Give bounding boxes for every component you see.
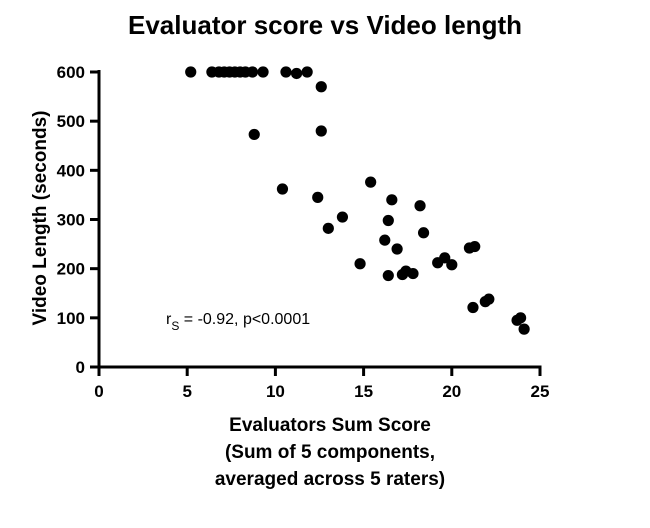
annotation-subscript: S <box>171 319 179 333</box>
x-axis-label: Evaluators Sum Score (Sum of 5 component… <box>130 412 530 493</box>
data-point <box>382 214 394 227</box>
data-point <box>315 81 327 93</box>
x-axis-label-line-2: (Sum of 5 components, <box>224 442 436 463</box>
data-point <box>322 222 334 234</box>
data-point <box>290 67 303 80</box>
y-tick-label: 300 <box>57 211 85 230</box>
data-point <box>382 269 394 282</box>
data-point <box>315 125 327 137</box>
x-tick-label: 0 <box>94 382 103 401</box>
x-axis-label-line-3: averaged across 5 raters) <box>214 469 446 490</box>
correlation-annotation: rS = -0.92, p<0.0001 <box>166 311 310 333</box>
data-point <box>379 234 391 246</box>
data-points <box>185 66 530 335</box>
data-point <box>518 323 530 335</box>
x-axis-label-line-1: Evaluators Sum Score <box>229 415 431 436</box>
data-point <box>407 267 419 280</box>
data-point <box>248 128 260 141</box>
data-point <box>483 293 495 305</box>
axes <box>90 70 542 376</box>
y-axis-label: Video Length (seconds) <box>30 110 51 325</box>
y-tick-label: 100 <box>57 309 85 328</box>
data-point <box>257 66 269 78</box>
data-point <box>354 258 366 270</box>
y-tick-label: 400 <box>57 161 85 180</box>
data-point <box>185 66 197 78</box>
data-point <box>365 176 377 188</box>
data-point <box>301 66 313 78</box>
y-tick-label: 0 <box>76 358 85 377</box>
annotation-text: = -0.92, p<0.0001 <box>179 311 310 328</box>
data-point <box>386 194 398 206</box>
annotation-r: r <box>166 311 172 328</box>
x-tick-label: 15 <box>354 382 373 401</box>
data-point <box>469 240 481 253</box>
data-point <box>336 211 349 223</box>
data-point <box>414 200 426 212</box>
data-point <box>439 252 451 264</box>
data-point <box>467 301 479 314</box>
data-point <box>280 66 292 78</box>
data-point <box>417 227 430 239</box>
tick-labels: 0 5 10 15 20 25 0 100 200 300 400 500 600 <box>57 63 550 401</box>
x-tick-label: 25 <box>531 382 550 401</box>
y-tick-label: 200 <box>57 260 85 279</box>
y-tick-label: 500 <box>57 112 85 131</box>
y-tick-label: 600 <box>57 63 85 82</box>
data-point <box>446 259 458 271</box>
x-tick-label: 20 <box>442 382 461 401</box>
data-point <box>276 183 289 195</box>
data-point <box>391 243 403 255</box>
data-point <box>514 312 527 324</box>
x-tick-label: 10 <box>266 382 285 401</box>
data-point <box>246 66 259 78</box>
chart-title: Evaluator score vs Video length <box>128 10 522 40</box>
data-point <box>312 191 324 203</box>
x-tick-label: 5 <box>182 382 191 401</box>
